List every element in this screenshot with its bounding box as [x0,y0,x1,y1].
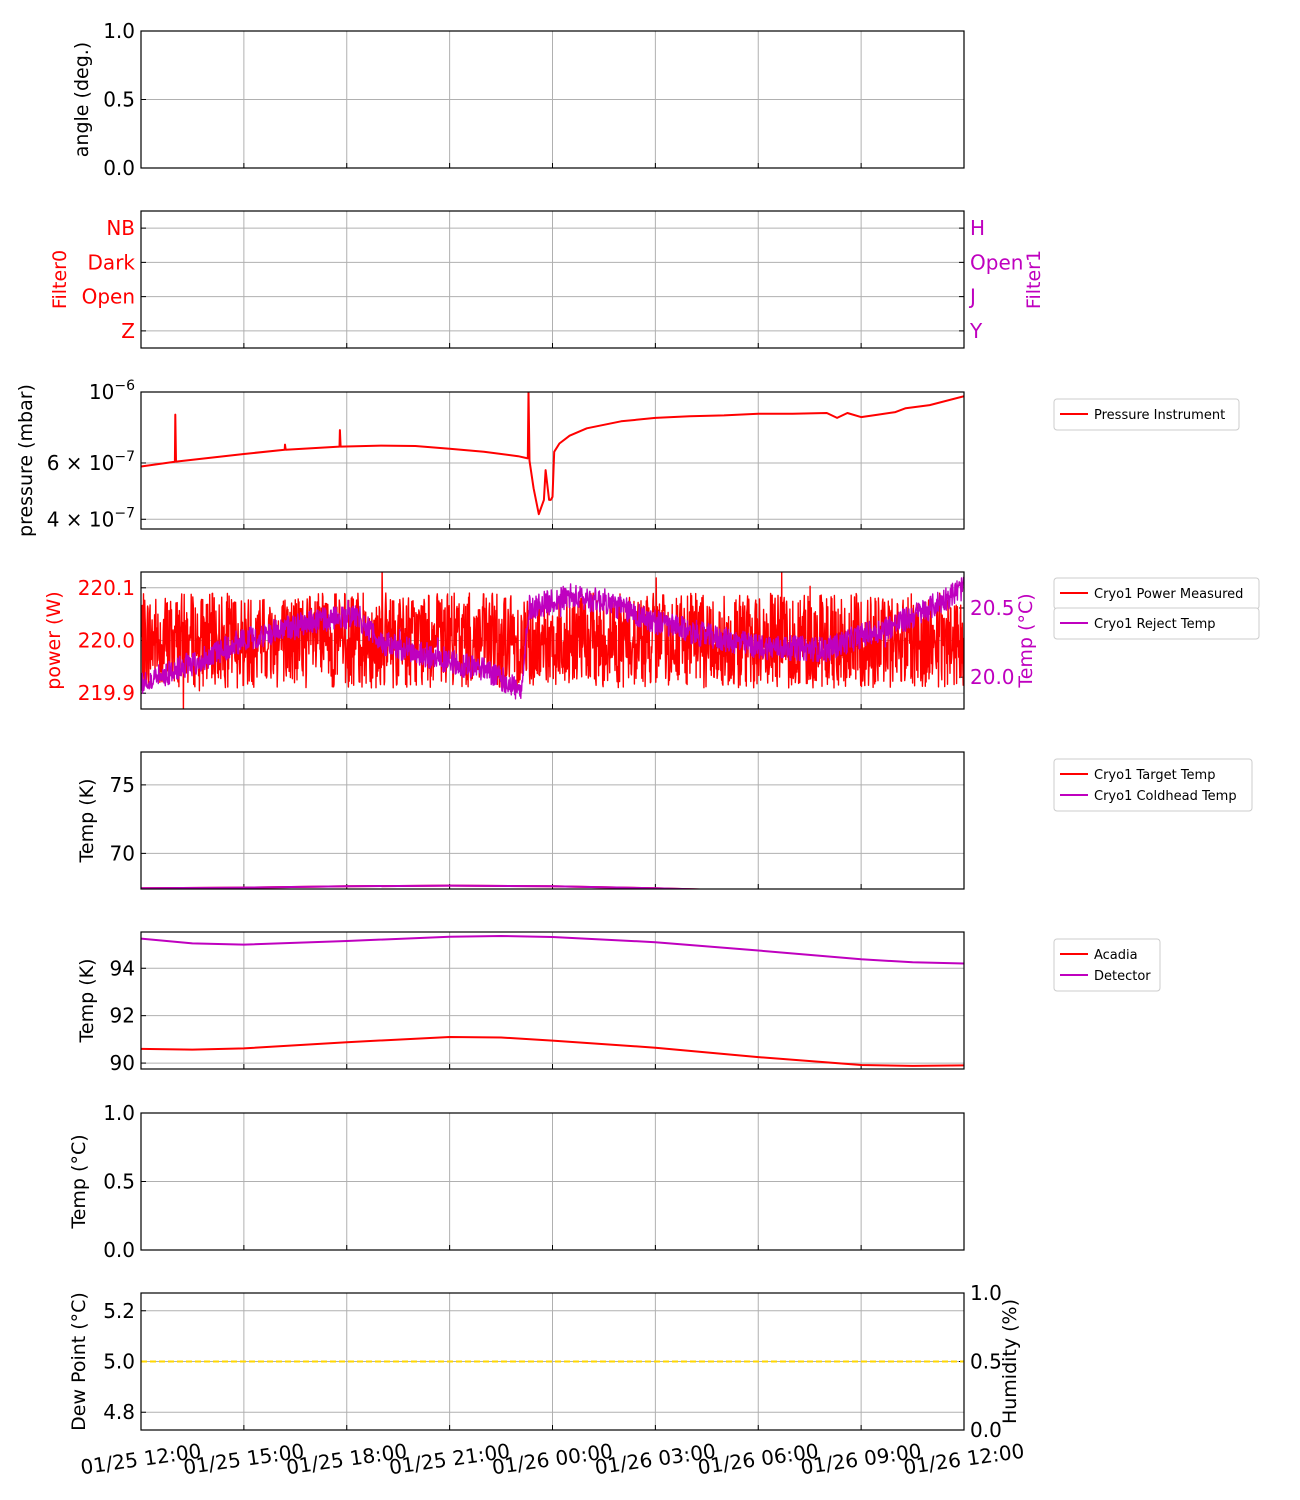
panel-4: 219.9 220.0 220.1 power (W) 20.0 20.5 Temp (°C… [43,571,1260,710]
y-axis-label: Filter0 [49,250,71,309]
right-y-tick-label: Y [969,319,983,343]
plot-frame [140,1292,965,1431]
legend-label: Cryo1 Coldhead Temp [1094,789,1237,804]
right-y-axis-label: Temp (°C) [1015,593,1037,688]
panel-7: 0.0 0.5 1.0 Temp (°C) [68,1101,965,1262]
panel-5: 70 75 Temp (K) Cryo1 Target Temp Cryo1 Coldh… [76,751,1253,890]
y-tick-label: 0.0 [103,156,135,180]
legend: Pressure Instrument [1053,398,1240,431]
y-tick-label: 220.1 [78,576,135,600]
y-tick-label: 5.2 [103,1299,135,1323]
legend: Cryo1 Power Measured Cryo1 Reject Temp [1053,577,1260,640]
legend-box [1053,607,1260,640]
y-tick-label: 220.0 [78,629,135,653]
legend: Cryo1 Target Temp Cryo1 Coldhead Temp [1053,758,1253,812]
series-line-cryo1-reject-temp [141,576,964,700]
y-tick-label: 90 [110,1051,135,1075]
right-y-tick-label: Open [970,250,1023,274]
panel-1: 0.0 0.5 1.0 angle (deg.) [71,19,965,180]
right-y-tick-label: H [970,216,985,240]
legend-box [1053,938,1161,992]
y-axis-label: Dew Point (°C) [68,1292,90,1431]
y-tick-label: 10−6 [89,378,135,404]
right-y-axis-label: Filter1 [1023,250,1045,309]
right-y-tick-label: 1.0 [970,1281,1002,1305]
y-axis-label: power (W) [43,591,65,689]
y-tick-label: 0.5 [103,1170,135,1194]
y-tick-label: 0.0 [103,1238,135,1262]
plot-frame [140,931,965,1070]
series-line-acadia [141,1036,964,1067]
y-tick-label: 4 × 10−7 [47,505,135,531]
legend-box [1053,398,1240,431]
legend-box [1053,758,1253,812]
legend-label: Cryo1 Reject Temp [1094,617,1216,632]
series-line-pressure-instrument [141,392,964,516]
y-tick-label: 0.5 [103,88,135,112]
y-tick-label: 1.0 [103,19,135,43]
legend-label: Cryo1 Power Measured [1094,587,1243,602]
y-tick-label: 6 × 10−7 [47,449,135,475]
plot-frame [140,751,965,890]
legend-label: Detector [1094,969,1151,984]
legend-label: Cryo1 Target Temp [1094,768,1215,783]
y-axis-label: Temp (°C) [68,1134,90,1229]
right-y-tick-label: 0.0 [970,1418,1002,1442]
y-tick-label: Z [121,319,135,343]
plot-frame [140,391,965,530]
right-y-tick-label: 0.5 [970,1350,1002,1374]
right-y-tick-label: 20.5 [970,596,1015,620]
right-y-tick-label: J [968,285,976,309]
y-tick-label: 219.9 [78,681,135,705]
legend-label: Acadia [1094,948,1138,963]
y-tick-label: 75 [110,773,135,797]
y-axis-label: Temp (K) [76,779,98,864]
plot-frame [140,30,965,169]
legend: Acadia Detector [1053,938,1161,992]
y-tick-label: 1.0 [103,1101,135,1125]
y-tick-label: 70 [110,841,135,865]
right-y-tick-label: 20.0 [970,665,1015,689]
y-tick-label: NB [106,216,135,240]
panel-8: 4.8 5.0 5.2 Dew Point (°C) 0.0 0.5 1.0Humidity… [68,1281,1021,1442]
y-axis-label: angle (deg.) [71,42,93,157]
y-axis-label: Temp (K) [76,959,98,1044]
plot-frame [140,210,965,349]
x-tick-label: 01/26 12:00 [902,1439,1026,1480]
series-line-cryo1-coldhead-temp [141,884,718,889]
right-y-axis-label: Humidity (%) [999,1299,1021,1424]
y-axis-label: pressure (mbar) [15,384,37,537]
y-tick-label: Dark [88,250,136,274]
y-tick-label: 92 [110,1004,135,1028]
panel-2: Z Open Dark NB Filter0 YJ Open H Filter1 [49,210,1045,349]
series-line-detector [141,935,964,965]
panel-6: 90 92 94 Temp (K) Acadia Detector [76,931,1161,1075]
plot-frame [140,571,965,710]
plot-frame [140,1112,965,1251]
legend-label: Pressure Instrument [1094,408,1225,423]
y-tick-label: 94 [110,956,135,980]
y-tick-label: 4.8 [103,1400,135,1424]
y-tick-label: 5.0 [103,1350,135,1374]
panel-3: 10−6 6 × 10−7 4 × 10−7 pressure (mbar) Press… [15,378,1240,537]
y-tick-label: Open [82,285,135,309]
